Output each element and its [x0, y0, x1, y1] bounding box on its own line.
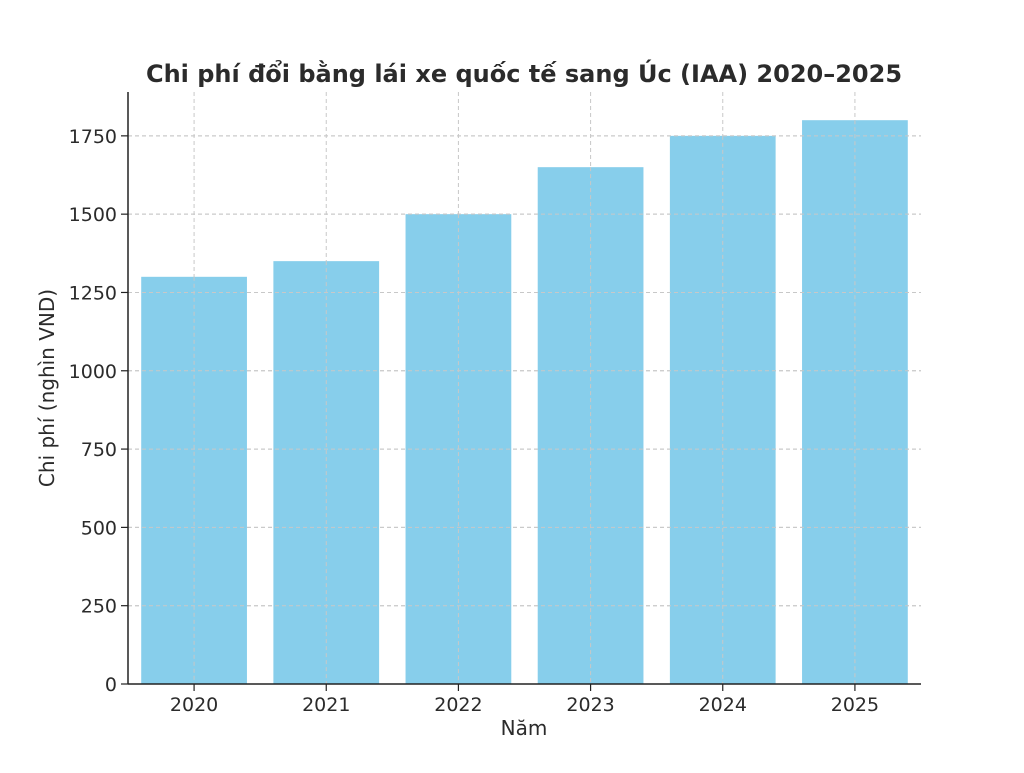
x-axis-label: Năm [501, 716, 548, 740]
y-tick-label: 1000 [69, 361, 117, 383]
axes-layer [127, 92, 921, 685]
y-axis-label: Chi phí (nghìn VND) [35, 289, 59, 487]
ticks-layer: 0 250 500 750 1000 1250 1500 1750 2020 2021 2022 20… [69, 126, 879, 716]
x-tick-label: 2022 [434, 694, 482, 716]
x-tick-label: 2025 [831, 694, 879, 716]
y-tick-label: 500 [81, 517, 117, 539]
y-tick-label: 1750 [69, 126, 117, 148]
y-tick-label: 0 [105, 674, 117, 696]
x-tick-label: 2024 [699, 694, 747, 716]
x-tick-label: 2021 [302, 694, 350, 716]
y-tick-label: 1250 [69, 282, 117, 304]
bars-layer [128, 120, 921, 685]
y-tick-label: 250 [81, 596, 117, 618]
y-tick-label: 1500 [69, 204, 117, 226]
chart-title: Chi phí đổi bằng lái xe quốc tế sang Úc … [146, 58, 902, 88]
y-tick-label: 750 [81, 439, 117, 461]
x-tick-label: 2023 [566, 694, 614, 716]
x-tick-label: 2020 [170, 694, 218, 716]
